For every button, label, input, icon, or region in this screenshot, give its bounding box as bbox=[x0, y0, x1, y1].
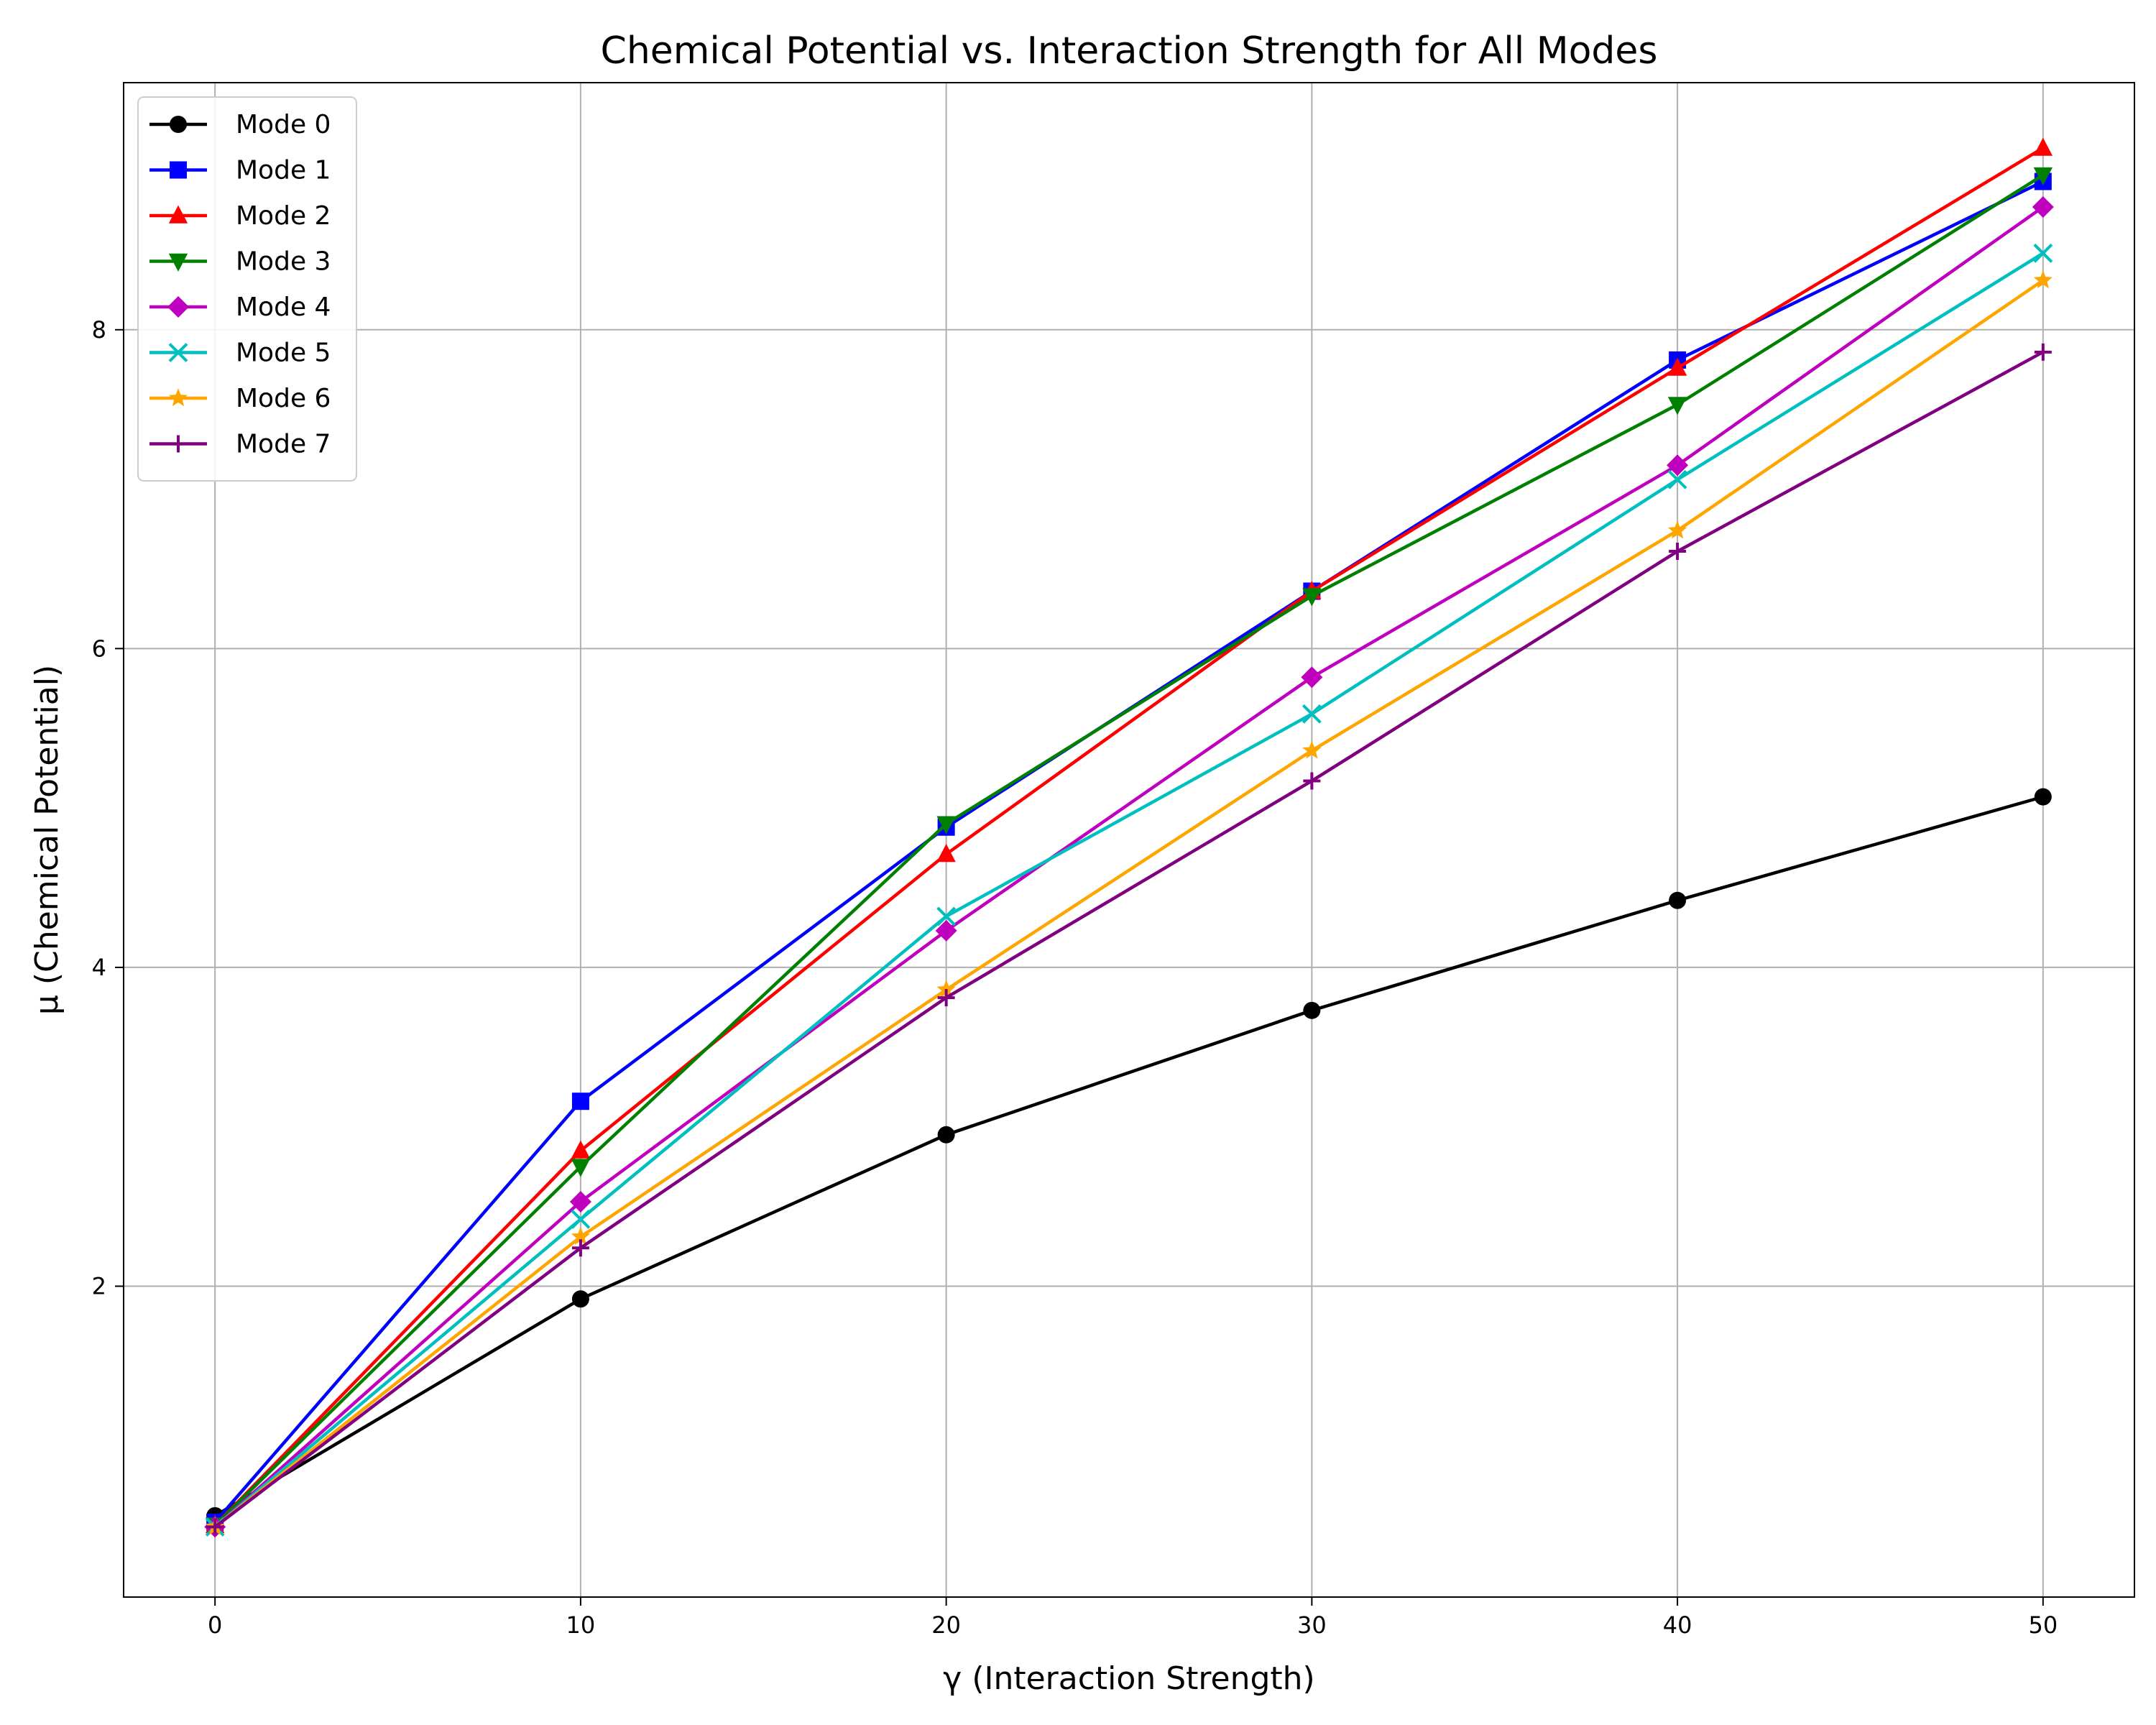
legend-marker bbox=[168, 205, 188, 224]
x-tick-label: 30 bbox=[1297, 1611, 1327, 1639]
series-line bbox=[213, 252, 2045, 1529]
data-point bbox=[2033, 243, 2053, 263]
y-axis-label: μ (Chemical Potential) bbox=[29, 665, 65, 1015]
legend-marker bbox=[168, 343, 188, 362]
x-tick-label: 10 bbox=[566, 1611, 596, 1639]
data-point bbox=[935, 919, 957, 942]
data-point bbox=[569, 1190, 591, 1213]
data-point bbox=[1303, 1001, 1321, 1019]
data-point bbox=[571, 1239, 589, 1257]
data-point bbox=[2034, 788, 2052, 806]
legend-marker bbox=[170, 435, 187, 453]
data-point bbox=[1667, 469, 1687, 489]
series-line bbox=[213, 147, 2044, 1527]
data-point bbox=[206, 1518, 224, 1536]
data-point bbox=[2033, 270, 2053, 289]
series-line bbox=[213, 279, 2045, 1529]
x-axis-label: γ (Interaction Strength) bbox=[943, 1660, 1314, 1697]
data-point bbox=[1667, 454, 1689, 477]
legend-item: Mode 4 bbox=[149, 293, 331, 322]
legend-box bbox=[137, 96, 357, 482]
data-point bbox=[937, 989, 955, 1007]
data-point bbox=[2033, 137, 2053, 156]
data-point bbox=[571, 1209, 591, 1229]
legend-item: Mode 3 bbox=[149, 247, 331, 277]
data-point bbox=[571, 1140, 591, 1159]
series-7 bbox=[206, 343, 2052, 1536]
legend-label: Mode 6 bbox=[236, 384, 331, 413]
legend-item: Mode 7 bbox=[149, 430, 331, 459]
legend-marker bbox=[170, 161, 187, 179]
y-tick-label: 6 bbox=[92, 635, 106, 662]
series-line bbox=[213, 173, 2045, 1527]
x-tick-label: 50 bbox=[2028, 1611, 2058, 1639]
legend-label: Mode 4 bbox=[236, 293, 331, 322]
data-point bbox=[571, 1226, 591, 1245]
data-point bbox=[1303, 772, 1321, 790]
chart-title: Chemical Potential vs. Interaction Stren… bbox=[601, 29, 1658, 73]
data-point bbox=[936, 844, 956, 862]
data-point bbox=[936, 906, 957, 926]
ticks: 0 10 20 30 40 50 2 4 6 8 bbox=[92, 316, 2058, 1639]
legend-item: Mode 2 bbox=[149, 201, 331, 231]
data-point bbox=[1667, 357, 1687, 376]
legend-item: Mode 0 bbox=[149, 110, 331, 139]
data-point bbox=[1667, 520, 1687, 539]
x-tick-label: 0 bbox=[208, 1611, 222, 1639]
y-tick-label: 8 bbox=[92, 316, 106, 344]
legend-label: Mode 5 bbox=[236, 339, 331, 368]
legend-label: Mode 0 bbox=[236, 110, 331, 139]
legend-item: Mode 6 bbox=[149, 384, 331, 413]
series-layer bbox=[204, 137, 2054, 1538]
data-point bbox=[2034, 343, 2052, 361]
data-point bbox=[1667, 397, 1687, 415]
y-tick-label: 4 bbox=[92, 954, 106, 981]
data-point bbox=[1302, 740, 1322, 759]
data-point bbox=[1301, 666, 1323, 689]
data-point bbox=[936, 980, 956, 998]
legend-label: Mode 1 bbox=[236, 156, 331, 185]
series-0 bbox=[206, 788, 2052, 1524]
data-point bbox=[1302, 588, 1322, 607]
data-point bbox=[1669, 891, 1687, 909]
series-line bbox=[213, 206, 2045, 1529]
legend-marker bbox=[170, 116, 187, 133]
data-point bbox=[571, 1159, 591, 1177]
legend-label: Mode 2 bbox=[236, 201, 331, 231]
x-tick-label: 20 bbox=[931, 1611, 961, 1639]
data-point bbox=[571, 1290, 589, 1308]
data-point bbox=[2033, 167, 2053, 186]
y-tick-label: 2 bbox=[92, 1273, 106, 1300]
series-4 bbox=[204, 196, 2054, 1538]
data-point bbox=[1302, 704, 1322, 724]
series-line bbox=[213, 350, 2044, 1529]
series-line bbox=[214, 795, 2044, 1517]
legend-label: Mode 3 bbox=[236, 247, 331, 277]
data-point bbox=[936, 816, 956, 834]
x-tick-label: 40 bbox=[1663, 1611, 1692, 1639]
legend-marker bbox=[168, 388, 188, 407]
plot-frame bbox=[123, 82, 2135, 1598]
legend-item: Mode 1 bbox=[149, 156, 331, 185]
legend-label: Mode 7 bbox=[236, 430, 331, 459]
data-point bbox=[937, 1126, 955, 1144]
legend-marker bbox=[167, 296, 189, 318]
data-point bbox=[571, 1092, 589, 1110]
data-point bbox=[2032, 196, 2054, 218]
legend: Mode 0 Mode 1 Mode 2 Mode 3 Mode 4 Mode 5 Mode… bbox=[137, 96, 357, 482]
data-point bbox=[1669, 543, 1687, 561]
legend-item: Mode 5 bbox=[149, 339, 331, 368]
legend-marker bbox=[168, 253, 188, 272]
